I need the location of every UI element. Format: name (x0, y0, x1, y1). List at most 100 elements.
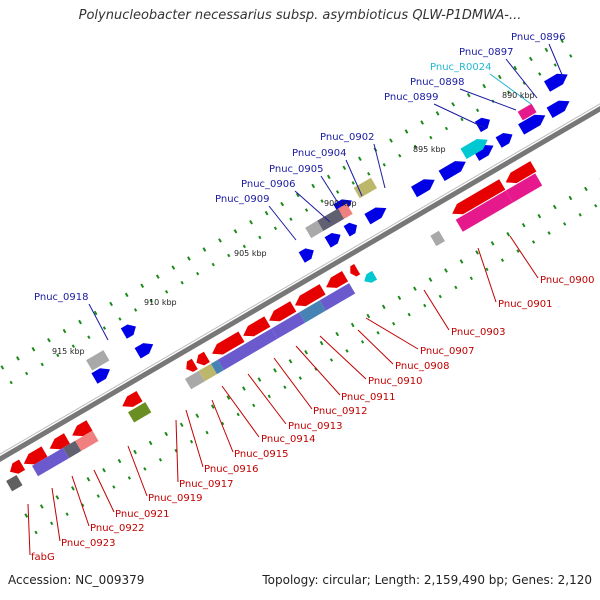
tick-mark (382, 163, 386, 167)
reverse-gene-arrow-2[interactable] (49, 433, 70, 450)
tick-mark (133, 308, 138, 312)
reverse-gene-arrow-7[interactable] (212, 331, 245, 355)
reverse-gene-arrow-14[interactable] (505, 161, 537, 184)
forward-gene-arrow-11[interactable] (546, 100, 570, 118)
gene-label-pnuc-0904[interactable]: Pnuc_0904 (292, 148, 346, 159)
gene-label-pnuc-0903[interactable]: Pnuc_0903 (451, 327, 505, 338)
reverse-gene-arrow-6[interactable] (196, 351, 210, 366)
cog-box-1 (305, 220, 324, 239)
cog-lower-1 (32, 447, 70, 477)
gene-label-pnuc-0921[interactable]: Pnuc_0921 (115, 509, 169, 520)
leader-line (365, 317, 419, 350)
gene-label-pnuc-0917[interactable]: Pnuc_0917 (179, 479, 233, 490)
tick-mark (522, 81, 526, 85)
reverse-gene-arrow-5[interactable] (186, 358, 198, 372)
reverse-gene-arrow-4[interactable] (122, 391, 143, 407)
tick-mark (71, 486, 75, 491)
reverse-gene-arrow-0[interactable] (10, 459, 26, 474)
forward-gene-arrow-2[interactable] (298, 248, 314, 263)
tick-mark (584, 186, 588, 192)
tick-mark (143, 467, 147, 471)
gene-label-pnuc-0916[interactable]: Pnuc_0916 (204, 464, 258, 475)
gene-label-pnuc-0910[interactable]: Pnuc_0910 (368, 376, 422, 387)
rna-gene-arrow[interactable] (460, 139, 488, 159)
reverse-gene-arrow-11[interactable] (326, 271, 349, 288)
forward-gene-arrow-3[interactable] (324, 233, 341, 248)
forward-gene-arrow-outer-0[interactable] (120, 324, 136, 339)
leader-line (433, 103, 486, 129)
gene-label-pnuc-r0024[interactable]: Pnuc_R0024 (430, 62, 491, 73)
gene-label-pnuc-0911[interactable]: Pnuc_0911 (341, 392, 395, 403)
tick-mark (413, 286, 417, 291)
tick-mark (249, 219, 253, 225)
forward-gene-arrow-0[interactable] (91, 368, 110, 384)
tick-mark (205, 430, 209, 435)
gene-label-pnuc-0915[interactable]: Pnuc_0915 (234, 449, 288, 460)
forward-gene-arrow-outer-2[interactable] (474, 117, 490, 133)
reverse-gene-arrow-9[interactable] (269, 301, 297, 322)
reverse-gene-arrow-1[interactable] (23, 446, 48, 465)
forward-gene-arrow-7[interactable] (438, 161, 466, 181)
tick-mark (226, 395, 231, 400)
reverse-gene-arrow-12[interactable] (350, 264, 361, 277)
tick-mark (298, 376, 302, 380)
tick-mark (179, 422, 184, 428)
leader-line (88, 303, 109, 341)
gene-label-pnuc-0897[interactable]: Pnuc_0897 (459, 47, 513, 58)
gene-label-pnuc-0919[interactable]: Pnuc_0919 (148, 493, 202, 504)
tick-mark (127, 476, 131, 480)
tick-mark (428, 277, 433, 282)
gene-label-pnuc-0900[interactable]: Pnuc_0900 (540, 275, 594, 286)
reverse-gene-arrow-8[interactable] (243, 316, 271, 337)
gene-label-pnuc-0922[interactable]: Pnuc_0922 (90, 523, 144, 534)
gene-label-pnuc-0914[interactable]: Pnuc_0914 (261, 434, 315, 445)
gene-label-pnuc-0901[interactable]: Pnuc_0901 (498, 299, 552, 310)
tick-mark (112, 485, 116, 489)
leader-line (221, 385, 260, 438)
tick-mark (87, 335, 91, 339)
tick-mark (148, 440, 153, 446)
forward-gene-arrow-4[interactable] (343, 222, 357, 237)
tick-label-915: 915 kbp (52, 347, 85, 356)
leader-line (319, 335, 367, 380)
tick-mark (16, 356, 20, 361)
gene-label-pnuc-0902[interactable]: Pnuc_0902 (320, 132, 374, 143)
gene-label-pnuc-0907[interactable]: Pnuc_0907 (420, 346, 474, 357)
tick-mark (407, 312, 411, 317)
tick-mark (435, 111, 440, 116)
tick-mark (180, 280, 184, 285)
forward-gene-arrow-5[interactable] (364, 207, 387, 225)
leader-line (320, 175, 341, 207)
forward-gene-arrow-9[interactable] (495, 133, 513, 148)
tick-mark (397, 295, 402, 301)
tick-mark (404, 129, 409, 134)
gene-label-pnuc-0909[interactable]: Pnuc_0909 (215, 194, 269, 205)
gene-label-pnuc-0906[interactable]: Pnuc_0906 (241, 179, 295, 190)
tick-mark (329, 358, 334, 362)
forward-gene-arrow-outer-3[interactable] (544, 73, 568, 92)
gene-label-pnuc-0923[interactable]: Pnuc_0923 (61, 538, 115, 549)
gene-label-pnuc-0912[interactable]: Pnuc_0912 (313, 406, 367, 417)
gene-label-pnuc-0905[interactable]: Pnuc_0905 (269, 164, 323, 175)
gene-label-fabg[interactable]: fabG (31, 552, 55, 563)
reverse-gene-arrow-10[interactable] (295, 284, 326, 307)
forward-gene-arrow-10[interactable] (518, 114, 546, 135)
tick-mark (320, 199, 324, 203)
tick-mark (47, 337, 51, 343)
gene-label-pnuc-0913[interactable]: Pnuc_0913 (288, 421, 342, 432)
tick-mark (521, 222, 526, 228)
tick-mark (578, 213, 582, 217)
reverse-gene-arrow-13[interactable] (452, 179, 506, 215)
gene-label-pnuc-0918[interactable]: Pnuc_0918 (34, 292, 88, 303)
forward-gene-arrow-6[interactable] (411, 179, 435, 198)
cog-lower-3 (75, 430, 99, 451)
gene-label-pnuc-0896[interactable]: Pnuc_0896 (511, 32, 565, 43)
tick-mark (55, 495, 60, 500)
gene-label-pnuc-0908[interactable]: Pnuc_0908 (395, 361, 449, 372)
forward-gene-arrow-1[interactable] (134, 343, 154, 359)
reverse-gene-arrow-3[interactable] (72, 420, 93, 437)
gene-label-pnuc-0898[interactable]: Pnuc_0898 (410, 77, 464, 88)
gene-label-pnuc-0899[interactable]: Pnuc_0899 (384, 92, 438, 103)
cog-box-0 (86, 350, 110, 371)
rna-gene-arrow-lower[interactable] (364, 270, 378, 283)
